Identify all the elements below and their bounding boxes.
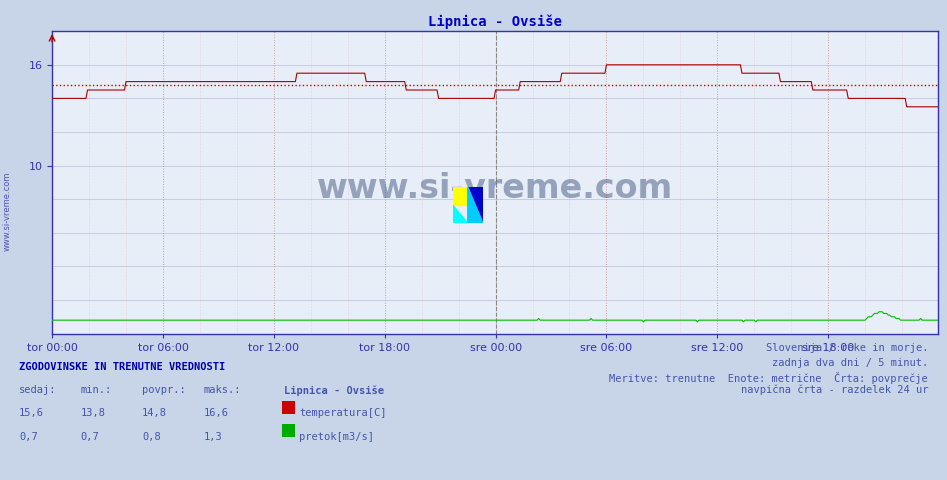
Text: 14,8: 14,8: [142, 408, 167, 419]
Text: www.si-vreme.com: www.si-vreme.com: [316, 172, 673, 205]
Text: 16,6: 16,6: [204, 408, 228, 419]
Text: Meritve: trenutne  Enote: metrične  Črta: povprečje: Meritve: trenutne Enote: metrične Črta: …: [609, 372, 928, 384]
Text: pretok[m3/s]: pretok[m3/s]: [299, 432, 374, 442]
Text: min.:: min.:: [80, 385, 112, 396]
Text: 13,8: 13,8: [80, 408, 105, 419]
Text: Lipnica - Ovsiše: Lipnica - Ovsiše: [284, 385, 384, 396]
Text: povpr.:: povpr.:: [142, 385, 186, 396]
Text: ZGODOVINSKE IN TRENUTNE VREDNOSTI: ZGODOVINSKE IN TRENUTNE VREDNOSTI: [19, 362, 225, 372]
Bar: [453, 187, 468, 205]
Polygon shape: [468, 187, 483, 223]
Text: www.si-vreme.com: www.si-vreme.com: [3, 171, 12, 251]
Text: temperatura[C]: temperatura[C]: [299, 408, 386, 419]
Text: 1,3: 1,3: [204, 432, 223, 442]
Text: Slovenija / reke in morje.: Slovenija / reke in morje.: [765, 343, 928, 353]
Text: zadnja dva dni / 5 minut.: zadnja dva dni / 5 minut.: [772, 358, 928, 368]
Title: Lipnica - Ovsiše: Lipnica - Ovsiše: [428, 14, 562, 29]
Text: sedaj:: sedaj:: [19, 385, 57, 396]
Text: 15,6: 15,6: [19, 408, 44, 419]
Text: 0,8: 0,8: [142, 432, 161, 442]
Text: navpična črta - razdelek 24 ur: navpična črta - razdelek 24 ur: [741, 385, 928, 396]
Bar: [468, 187, 483, 223]
Text: 0,7: 0,7: [19, 432, 38, 442]
Polygon shape: [453, 205, 468, 223]
Text: maks.:: maks.:: [204, 385, 241, 396]
Text: 0,7: 0,7: [80, 432, 99, 442]
